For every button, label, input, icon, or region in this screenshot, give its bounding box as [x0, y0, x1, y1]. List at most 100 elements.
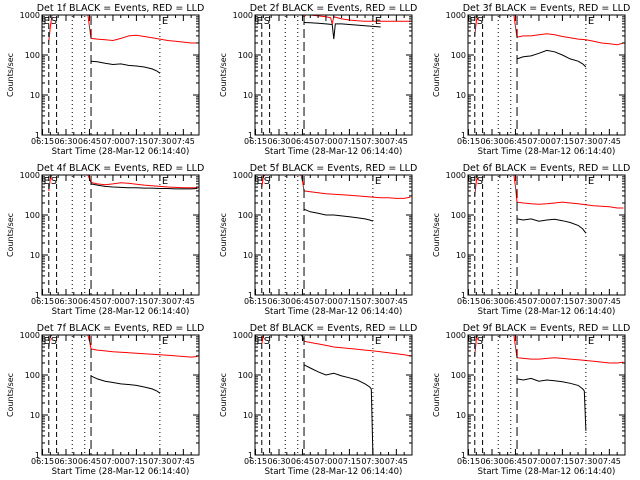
x-tick-label: 07:45 [385, 457, 408, 466]
x-tick-label: 07:30 [148, 137, 171, 146]
x-tick-label: 07:15 [125, 297, 148, 306]
x-tick-label: 07:00 [527, 297, 550, 306]
y-tick-label: 1 [461, 451, 466, 460]
chart-title: Det 5f BLACK = Events, RED = LLD [250, 163, 418, 174]
chart-title: Det 2f BLACK = Events, RED = LLD [250, 3, 418, 14]
flag-label: E [470, 16, 476, 27]
plot-frame [254, 174, 413, 296]
x-tick-label: 07:45 [172, 297, 195, 306]
chart-title: Det 7f BLACK = Events, RED = LLD [37, 323, 205, 334]
x-tick-label: 06:15 [457, 297, 480, 306]
x-tick-label: 06:15 [457, 457, 480, 466]
y-tick-label: 100 [238, 211, 253, 220]
y-tick-label: 1 [35, 131, 40, 140]
x-axis-label: Start Time (28-Mar-12 06:14:40) [478, 147, 616, 157]
y-tick-label: 10 [30, 91, 40, 100]
flag-label: S [264, 176, 270, 187]
x-tick-label: 06:45 [504, 137, 527, 146]
x-tick-label: 06:30 [480, 297, 503, 306]
y-tick-label: 100 [238, 51, 253, 60]
series-line-events [303, 364, 374, 455]
x-tick-label: 07:45 [385, 297, 408, 306]
flag-label: E [375, 16, 381, 27]
x-tick-label: 07:30 [361, 297, 384, 306]
x-axis-label: Start Time (28-Mar-12 06:14:40) [52, 147, 190, 157]
x-tick-label: 07:30 [574, 137, 597, 146]
flag-label: E [588, 16, 594, 27]
y-tick-label: 10 [456, 411, 466, 420]
x-tick-label: 06:15 [31, 457, 54, 466]
x-tick-label: 06:45 [291, 297, 314, 306]
y-tick-label: 100 [25, 371, 40, 380]
x-tick-label: 06:30 [480, 137, 503, 146]
x-tick-label: 06:45 [78, 457, 101, 466]
series-line-lld [48, 335, 198, 358]
x-tick-label: 06:45 [78, 297, 101, 306]
flag-label: E [44, 336, 50, 347]
chart-title: Det 9f BLACK = Events, RED = LLD [463, 323, 631, 334]
plot-frame [41, 174, 200, 296]
chart-title: Det 6f BLACK = Events, RED = LLD [463, 163, 631, 174]
x-tick-label: 07:45 [598, 137, 621, 146]
flag-label: E [257, 336, 263, 347]
y-tick-label: 1000 [446, 331, 466, 340]
y-axis-label: Counts/sec [6, 373, 15, 417]
series-line-lld [261, 15, 411, 25]
flag-label: E [162, 336, 168, 347]
y-tick-label: 10 [243, 91, 253, 100]
flag-label: S [477, 16, 483, 27]
y-tick-label: 1000 [446, 11, 466, 20]
x-axis-label: Start Time (28-Mar-12 06:14:40) [52, 467, 190, 477]
y-tick-label: 100 [451, 211, 466, 220]
x-tick-label: 07:30 [361, 137, 384, 146]
series-line-lld [474, 15, 624, 46]
x-tick-label: 07:45 [598, 457, 621, 466]
x-tick-label: 07:30 [148, 297, 171, 306]
x-tick-label: 06:45 [78, 137, 101, 146]
flag-label: E [44, 176, 50, 187]
flag-label: S [477, 176, 483, 187]
chart-title: Det 3f BLACK = Events, RED = LLD [463, 3, 631, 14]
y-tick-label: 100 [25, 211, 40, 220]
plot-frame [467, 334, 626, 456]
y-axis-label: Counts/sec [219, 373, 228, 417]
x-axis-label: Start Time (28-Mar-12 06:14:40) [265, 307, 403, 317]
x-tick-label: 07:15 [125, 137, 148, 146]
flag-label: S [264, 336, 270, 347]
flag-label: S [477, 336, 483, 347]
x-tick-label: 07:15 [338, 297, 361, 306]
chart-title: Det 8f BLACK = Events, RED = LLD [250, 323, 418, 334]
x-axis-label: Start Time (28-Mar-12 06:14:40) [478, 307, 616, 317]
series-line-lld [48, 175, 198, 191]
x-tick-label: 06:30 [54, 297, 77, 306]
x-tick-label: 07:00 [101, 137, 124, 146]
x-tick-label: 07:45 [385, 137, 408, 146]
series-line-lld [261, 175, 411, 199]
x-tick-label: 06:30 [54, 137, 77, 146]
series-line-lld [48, 15, 198, 44]
y-axis-label: Counts/sec [6, 213, 15, 257]
plot-frame [41, 334, 200, 456]
x-tick-label: 07:30 [361, 457, 384, 466]
x-tick-label: 07:15 [125, 457, 148, 466]
x-tick-label: 06:30 [267, 457, 290, 466]
y-tick-label: 1 [461, 131, 466, 140]
y-tick-label: 1 [248, 291, 253, 300]
series-line-events [516, 49, 587, 68]
y-axis-label: Counts/sec [219, 213, 228, 257]
x-axis-label: Start Time (28-Mar-12 06:14:40) [265, 147, 403, 157]
chart-title: Det 1f BLACK = Events, RED = LLD [37, 3, 205, 14]
x-tick-label: 07:15 [551, 297, 574, 306]
flag-label: S [264, 16, 270, 27]
series-line-events [516, 218, 587, 234]
x-tick-label: 06:45 [504, 297, 527, 306]
y-tick-label: 100 [451, 51, 466, 60]
y-tick-label: 100 [451, 371, 466, 380]
x-tick-label: 06:15 [244, 137, 267, 146]
x-tick-label: 07:15 [551, 137, 574, 146]
flag-label: E [162, 176, 168, 187]
